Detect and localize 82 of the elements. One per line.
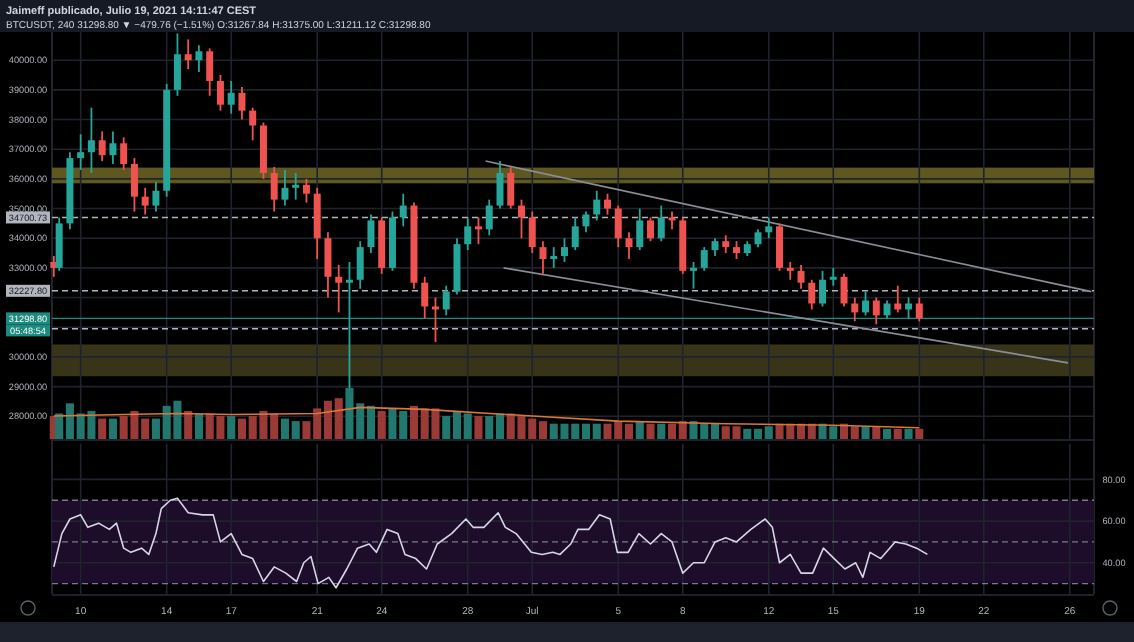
candlestick: [216, 74, 224, 112]
candlestick: [356, 240, 364, 290]
candlestick: [259, 121, 267, 180]
candlestick: [808, 278, 816, 311]
candlestick: [765, 216, 773, 240]
candlestick: [614, 204, 622, 249]
candlestick: [378, 216, 386, 275]
candlestick: [281, 169, 289, 207]
bar: [108, 418, 117, 439]
candlestick: [249, 106, 257, 142]
candlestick: [560, 237, 568, 263]
candlestick: [367, 213, 375, 254]
bar: [377, 410, 386, 439]
candlestick: [485, 198, 493, 237]
bar: [98, 418, 107, 439]
bar: [915, 428, 924, 439]
bar: [635, 421, 644, 439]
candlestick: [819, 269, 827, 308]
bar: [227, 416, 236, 439]
candlestick: [184, 38, 192, 70]
candlestick: [431, 296, 439, 343]
candlestick: [786, 261, 794, 281]
candlestick: [141, 186, 149, 216]
candlestick: [238, 85, 246, 121]
candlestick: [571, 216, 579, 251]
candlestick: [109, 130, 117, 165]
bar: [904, 428, 913, 439]
candlestick: [227, 80, 235, 115]
candlestick: [464, 216, 472, 251]
candlestick: [313, 186, 321, 260]
bar: [861, 426, 870, 439]
candlestick: [776, 222, 784, 272]
candlestick: [152, 180, 160, 213]
candlestick: [862, 290, 870, 317]
candlestick: [528, 210, 536, 254]
candlestick: [840, 272, 848, 308]
candlestick: [550, 246, 558, 269]
bar: [646, 423, 655, 439]
candlestick: [206, 47, 214, 97]
candlestick: [442, 284, 450, 317]
candlestick: [797, 264, 805, 290]
candlestick: [270, 166, 278, 213]
candlestick: [120, 136, 128, 171]
candlestick: [496, 160, 504, 210]
bar: [474, 416, 483, 439]
candlestick: [539, 240, 547, 275]
candlestick: [55, 216, 63, 272]
candlestick: [517, 198, 525, 240]
bar: [893, 428, 902, 439]
candlestick: [399, 192, 407, 228]
candlestick: [647, 216, 654, 243]
candlestick: [173, 32, 181, 97]
candlestick: [302, 177, 310, 204]
candlestick: [507, 166, 515, 210]
candlestick: [421, 275, 429, 320]
candlestick: [453, 237, 461, 296]
candlestick: [700, 246, 708, 272]
candlestick: [915, 296, 923, 323]
candlestick: [636, 207, 644, 251]
candlestick: [872, 296, 880, 326]
bar: [883, 428, 892, 439]
bar: [657, 423, 666, 439]
candlestick: [87, 106, 95, 174]
candlestick: [324, 231, 332, 299]
bar: [184, 410, 193, 439]
bar: [872, 426, 881, 439]
candlestick: [335, 264, 343, 314]
candlestick: [829, 267, 837, 287]
candlestick: [195, 44, 203, 73]
candlestick: [292, 172, 300, 201]
candlestick: [98, 130, 106, 162]
candlestick: [604, 192, 611, 216]
line-series: [52, 497, 929, 589]
bar: [194, 413, 203, 439]
candlestick: [593, 189, 601, 222]
candlestick: [851, 296, 859, 323]
candlestick: [130, 157, 138, 213]
candlestick: [474, 216, 482, 246]
candlestick: [690, 261, 697, 290]
candlestick: [77, 133, 85, 171]
candlestick: [582, 210, 590, 234]
candlestick: [657, 204, 665, 243]
